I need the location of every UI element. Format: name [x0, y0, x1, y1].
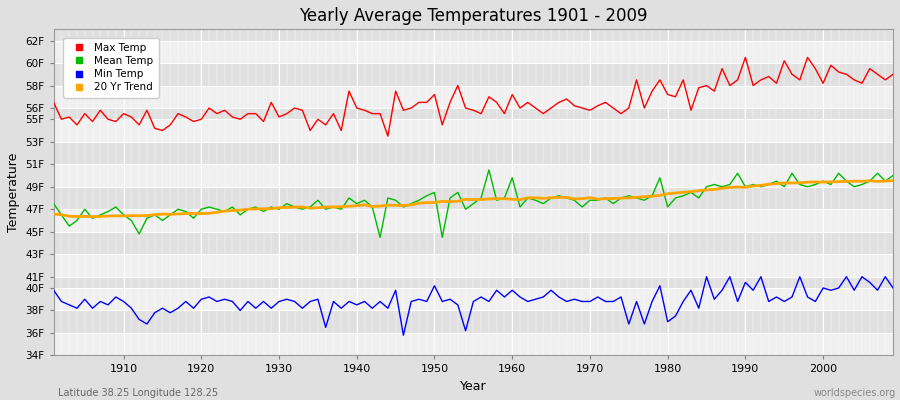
Bar	[54, 187, 893, 209]
Bar	[54, 119, 893, 142]
Bar	[54, 164, 893, 187]
Bar	[54, 277, 893, 288]
Bar	[54, 29, 893, 40]
Bar	[54, 86, 893, 108]
Bar	[54, 40, 893, 63]
Bar	[54, 63, 893, 86]
X-axis label: Year: Year	[460, 380, 487, 393]
Legend: Max Temp, Mean Temp, Min Temp, 20 Yr Trend: Max Temp, Mean Temp, Min Temp, 20 Yr Tre…	[63, 38, 158, 98]
Bar	[54, 288, 893, 310]
Bar	[54, 254, 893, 277]
Y-axis label: Temperature: Temperature	[7, 153, 20, 232]
Text: worldspecies.org: worldspecies.org	[814, 388, 896, 398]
Bar	[54, 232, 893, 254]
Bar	[54, 310, 893, 333]
Bar	[54, 333, 893, 356]
Text: Latitude 38.25 Longitude 128.25: Latitude 38.25 Longitude 128.25	[58, 388, 219, 398]
Bar	[54, 209, 893, 232]
Bar	[54, 108, 893, 119]
Title: Yearly Average Temperatures 1901 - 2009: Yearly Average Temperatures 1901 - 2009	[299, 7, 648, 25]
Bar	[54, 142, 893, 164]
